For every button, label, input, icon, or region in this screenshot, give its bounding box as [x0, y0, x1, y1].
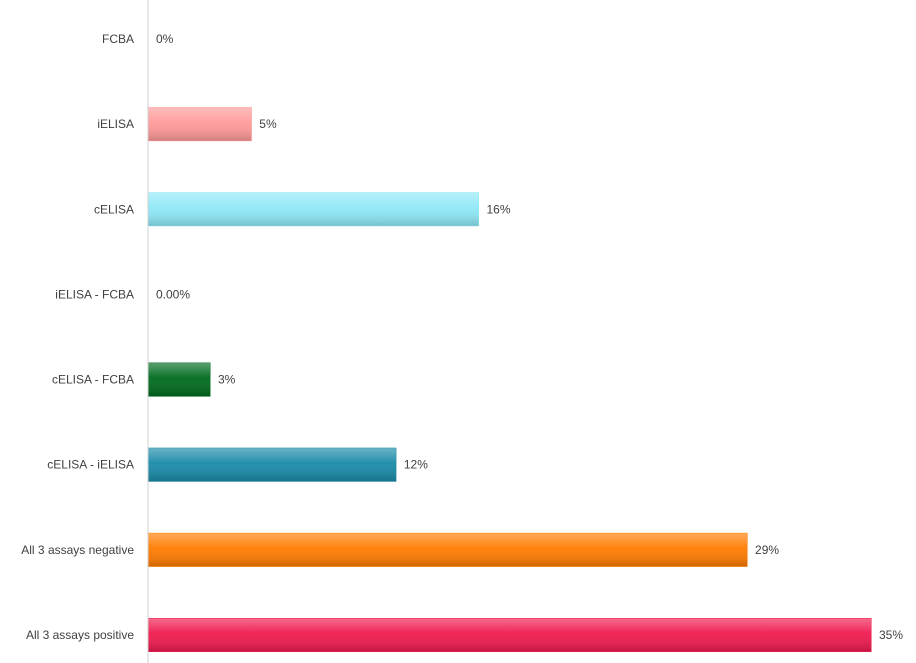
bar-gloss — [148, 363, 210, 397]
value-label: 0.00% — [156, 287, 190, 301]
bar-gloss — [148, 192, 479, 226]
category-label: cELISA — [94, 202, 134, 216]
value-label: 0% — [156, 32, 174, 46]
bar-gloss — [148, 107, 252, 141]
bar-gloss — [148, 448, 396, 482]
bar-gloss — [148, 533, 748, 567]
value-label: 3% — [218, 373, 236, 387]
value-label: 12% — [404, 458, 428, 472]
category-label: cELISA - iELISA — [47, 458, 134, 472]
value-label: 5% — [259, 117, 277, 131]
category-label: All 3 assays negative — [21, 543, 134, 557]
category-label: All 3 assays positive — [26, 628, 134, 642]
value-label: 35% — [879, 628, 903, 642]
bar-gloss — [148, 618, 871, 652]
category-label: FCBA — [102, 32, 134, 46]
category-label: cELISA - FCBA — [52, 373, 134, 387]
value-label: 29% — [755, 543, 779, 557]
category-label: iELISA - FCBA — [55, 287, 134, 301]
value-label: 16% — [487, 202, 511, 216]
category-label: iELISA — [97, 117, 134, 131]
